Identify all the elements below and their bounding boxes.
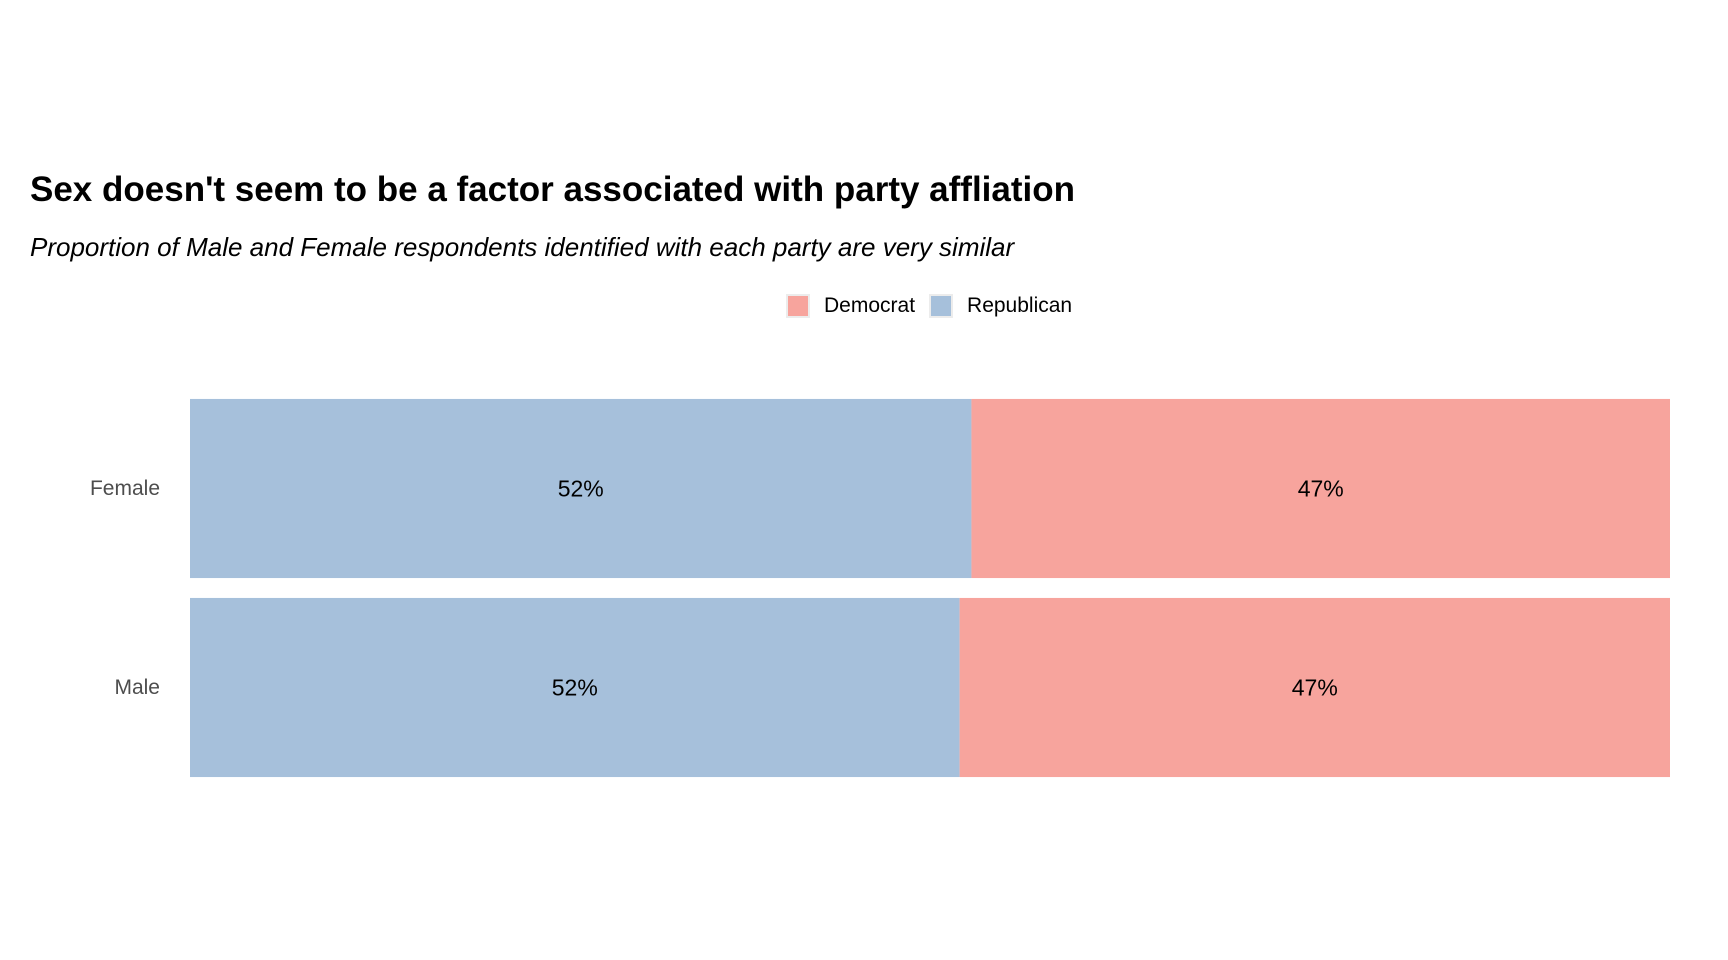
chart-subtitle: Proportion of Male and Female respondent… — [30, 232, 1015, 262]
bar-male-republican — [190, 597, 960, 778]
category-label-female: Female — [90, 477, 160, 500]
bar-male-democrat — [959, 597, 1670, 778]
legend-label-republican: Republican — [967, 294, 1073, 317]
chart-title: Sex doesn't seem to be a factor associat… — [30, 170, 1075, 209]
bar-female-republican — [190, 398, 972, 579]
legend-item-republican: Republican — [929, 294, 1072, 318]
legend-label-democrat: Democrat — [824, 294, 916, 317]
legend: Democrat Republican — [786, 292, 1086, 320]
bar-label-male-democrat: 47% — [1292, 675, 1338, 701]
category-label-male: Male — [114, 676, 160, 699]
bar-female-democrat — [971, 398, 1670, 579]
bar-label-male-republican: 52% — [552, 675, 598, 701]
legend-swatch-democrat — [786, 294, 810, 318]
legend-item-democrat: Democrat — [786, 294, 915, 318]
legend-swatch-republican — [929, 294, 954, 318]
bar-label-female-democrat: 47% — [1298, 476, 1344, 502]
bar-label-female-republican: 52% — [558, 476, 604, 502]
